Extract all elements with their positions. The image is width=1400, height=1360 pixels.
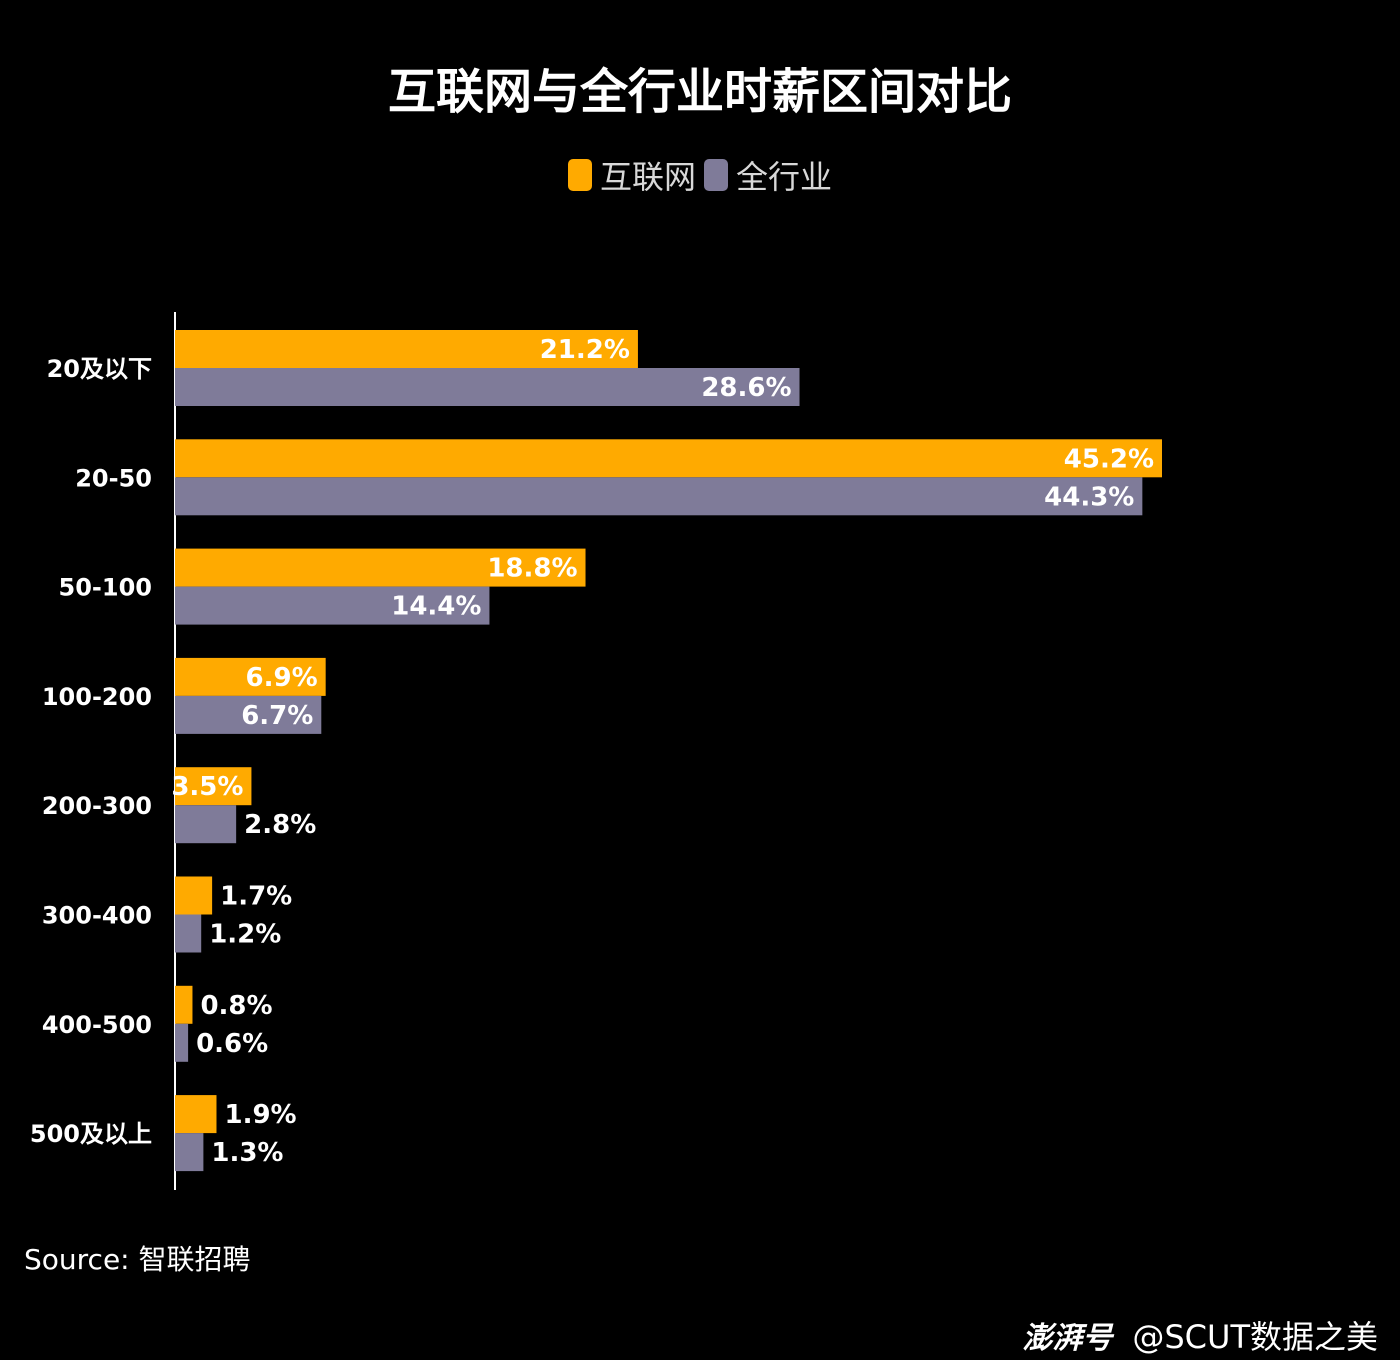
category-label: 20及以下 — [47, 355, 152, 383]
data-label: 1.2% — [209, 920, 281, 950]
category-label: 300-400 — [42, 902, 152, 930]
bar — [175, 805, 237, 844]
data-label: 0.8% — [200, 991, 272, 1021]
watermark: 澎湃号 @SCUT数据之美 — [1022, 1312, 1378, 1358]
bar — [175, 1023, 189, 1062]
data-label: 6.9% — [246, 663, 318, 693]
bar — [175, 330, 638, 368]
category-label: 50-100 — [59, 574, 152, 602]
data-label: 0.6% — [196, 1029, 268, 1059]
bar — [175, 548, 586, 587]
data-label: 3.5% — [171, 772, 243, 802]
legend-swatch-internet — [567, 159, 592, 191]
watermark-brand: 澎湃号 — [1022, 1321, 1113, 1356]
legend-item-all-industry: 全行业 — [704, 152, 832, 198]
bar — [175, 876, 213, 915]
category-label: 20-50 — [75, 464, 152, 492]
data-label: 14.4% — [391, 592, 481, 622]
legend-swatch-all-industry — [704, 159, 728, 191]
bar — [175, 586, 490, 625]
category-label: 100-200 — [42, 683, 152, 711]
data-label: 1.3% — [211, 1138, 283, 1168]
data-label: 45.2% — [1064, 444, 1154, 474]
bar — [175, 914, 202, 953]
chart-title: 互联网与全行业时薪区间对比 — [387, 64, 1012, 120]
data-label: 28.6% — [701, 373, 791, 403]
data-label: 44.3% — [1044, 482, 1134, 512]
watermark-handle: @SCUT数据之美 — [1132, 1318, 1378, 1356]
bar — [175, 985, 193, 1024]
category-label: 500及以上 — [30, 1120, 152, 1148]
bar — [175, 767, 252, 806]
category-label: 200-300 — [42, 792, 152, 820]
data-label: 6.7% — [241, 701, 313, 731]
bar — [175, 368, 800, 406]
legend-label-internet: 互联网 — [599, 158, 696, 196]
category-label: 400-500 — [42, 1011, 152, 1039]
data-label: 1.9% — [224, 1100, 296, 1130]
data-label: 2.8% — [244, 810, 316, 840]
data-label: 21.2% — [540, 335, 630, 365]
legend-item-internet: 互联网 — [567, 152, 696, 198]
data-label: 18.8% — [487, 554, 577, 584]
legend: 互联网 全行业 — [0, 152, 1400, 198]
bar — [175, 439, 1162, 478]
bar — [175, 695, 322, 734]
legend-label-all-industry: 全行业 — [736, 158, 833, 196]
bar — [175, 657, 326, 696]
bar — [175, 1133, 204, 1172]
source-note: Source: 智联招聘 — [24, 1243, 251, 1276]
bar — [175, 1095, 217, 1134]
data-label: 1.7% — [220, 882, 292, 912]
bar — [175, 477, 1143, 516]
